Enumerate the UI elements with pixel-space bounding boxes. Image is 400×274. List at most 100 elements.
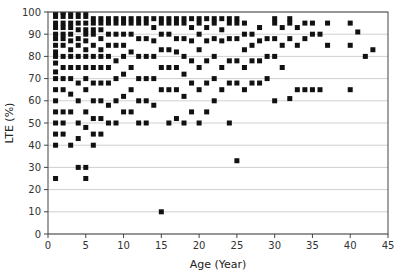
point (189, 25, 194, 30)
point (302, 21, 307, 26)
x-tick-label: 0 (45, 240, 51, 251)
point (182, 36, 187, 41)
point (242, 47, 247, 52)
point (144, 16, 149, 21)
point (136, 21, 141, 26)
y-tick-label: 40 (28, 140, 41, 151)
y-tick (44, 234, 48, 235)
point (287, 36, 292, 41)
point (53, 25, 58, 30)
point (159, 16, 164, 21)
point (136, 98, 141, 103)
point (166, 87, 171, 92)
point (61, 14, 66, 19)
point (204, 58, 209, 63)
point (204, 25, 209, 30)
point (280, 65, 285, 70)
point (242, 32, 247, 37)
point (68, 32, 73, 37)
point (325, 21, 330, 26)
point (212, 54, 217, 59)
point (310, 87, 315, 92)
point (159, 32, 164, 37)
point (98, 116, 103, 121)
point (91, 116, 96, 121)
y-tick-label: 30 (28, 162, 41, 173)
point (53, 109, 58, 114)
point (287, 16, 292, 21)
point (83, 87, 88, 92)
point (144, 54, 149, 59)
point (302, 36, 307, 41)
point (348, 87, 353, 92)
point (212, 76, 217, 81)
point (242, 87, 247, 92)
point (363, 54, 368, 59)
point (106, 32, 111, 37)
point (91, 81, 96, 86)
point (166, 16, 171, 21)
point (159, 65, 164, 70)
x-tick-label: 40 (344, 240, 357, 251)
x-tick-label: 10 (117, 240, 130, 251)
point (129, 87, 134, 92)
point (61, 36, 66, 41)
point (121, 43, 126, 48)
point (197, 32, 202, 37)
point (370, 47, 375, 52)
point (68, 25, 73, 30)
point (219, 27, 224, 32)
point (197, 87, 202, 92)
point (68, 65, 73, 70)
point (114, 32, 119, 37)
point (227, 81, 232, 86)
point (91, 32, 96, 37)
point (204, 38, 209, 43)
point (212, 16, 217, 21)
grid-line (48, 167, 388, 168)
point (129, 109, 134, 114)
point (98, 65, 103, 70)
point (83, 176, 88, 181)
point (83, 125, 88, 130)
point (189, 58, 194, 63)
grid-line (48, 189, 388, 190)
point (98, 16, 103, 21)
point (166, 65, 171, 70)
point (61, 43, 66, 48)
point (53, 32, 58, 37)
point (121, 109, 126, 114)
points (53, 12, 375, 214)
point (98, 54, 103, 59)
point (234, 58, 239, 63)
point (53, 87, 58, 92)
point (61, 76, 66, 81)
plot-frame (48, 12, 388, 234)
x-tick (312, 234, 313, 238)
point (91, 16, 96, 21)
point (136, 54, 141, 59)
point (355, 29, 360, 34)
point (348, 21, 353, 26)
point (144, 36, 149, 41)
point (76, 98, 81, 103)
point (106, 65, 111, 70)
point (174, 36, 179, 41)
point (265, 36, 270, 41)
point (91, 65, 96, 70)
point (121, 72, 126, 77)
point (265, 54, 270, 59)
x-tick-label: 45 (382, 240, 395, 251)
point (250, 58, 255, 63)
point (174, 87, 179, 92)
point (91, 98, 96, 103)
y-tick (44, 12, 48, 13)
point (114, 121, 119, 126)
point (182, 16, 187, 21)
point (242, 21, 247, 26)
y-tick (44, 34, 48, 35)
point (53, 98, 58, 103)
grid-line (48, 211, 388, 212)
point (68, 54, 73, 59)
point (166, 32, 171, 37)
